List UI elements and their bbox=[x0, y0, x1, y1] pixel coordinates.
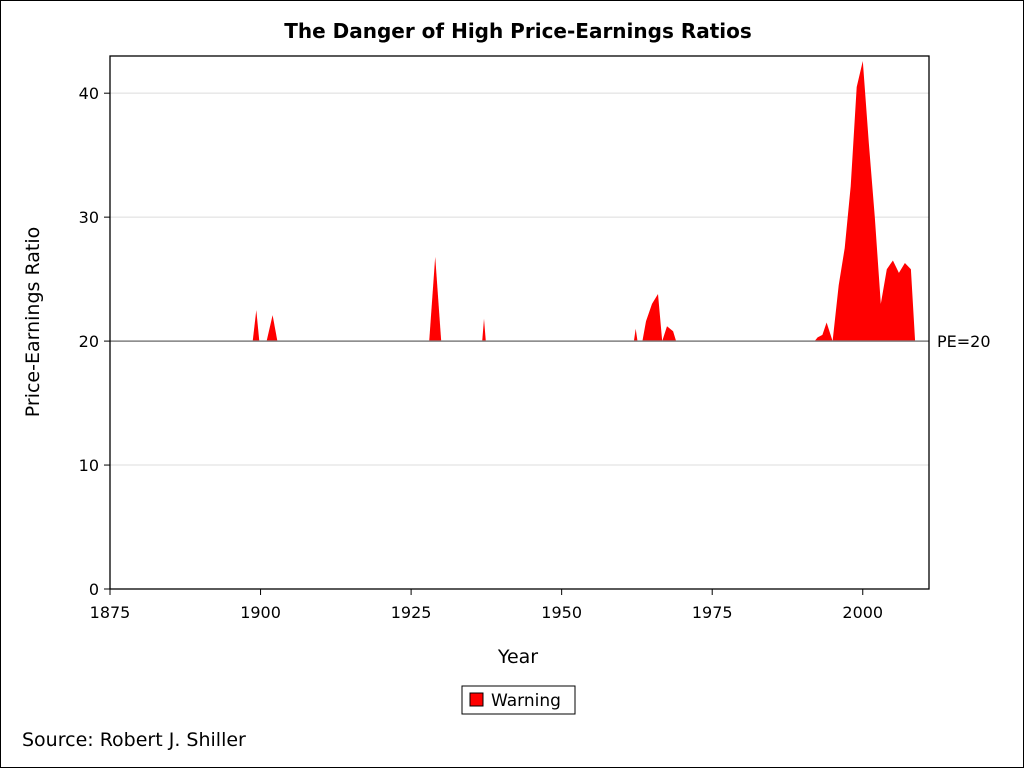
warning-area-segment bbox=[814, 61, 916, 342]
y-tick-label: 40 bbox=[79, 84, 99, 103]
legend: Warning bbox=[461, 685, 576, 715]
chart-title: The Danger of High Price-Earnings Ratios bbox=[284, 19, 752, 43]
warning-area-segment bbox=[266, 315, 278, 342]
y-tick-label: 10 bbox=[79, 456, 99, 475]
x-tick-label: 1925 bbox=[391, 603, 432, 622]
y-tick-label: 20 bbox=[79, 332, 99, 351]
y-axis-label: Price-Earnings Ratio bbox=[22, 227, 44, 417]
x-axis-label: Year bbox=[497, 646, 538, 668]
x-tick-label: 1875 bbox=[90, 603, 131, 622]
x-tick-label: 2000 bbox=[842, 603, 883, 622]
area-layer bbox=[252, 61, 916, 342]
y-tick-label: 0 bbox=[89, 580, 99, 599]
reference-line-group: PE=20 bbox=[110, 332, 991, 351]
grid-layer bbox=[110, 92, 929, 466]
y-axis: 0 10 20 30 40 bbox=[79, 84, 110, 599]
x-tick-label: 1900 bbox=[240, 603, 281, 622]
warning-area-segment bbox=[482, 318, 486, 342]
y-tick-label: 30 bbox=[79, 208, 99, 227]
warning-area-segment bbox=[633, 328, 638, 342]
reference-line-label: PE=20 bbox=[937, 332, 991, 351]
x-tick-label: 1950 bbox=[541, 603, 582, 622]
warning-area-segment bbox=[429, 256, 442, 342]
source-note: Source: Robert J. Shiller bbox=[22, 729, 246, 751]
plot-area bbox=[109, 55, 930, 590]
x-tick-label: 1975 bbox=[692, 603, 733, 622]
legend-label-warning: Warning bbox=[491, 691, 561, 711]
warning-area-segment bbox=[252, 310, 260, 342]
x-axis: 1875 1900 1925 1950 1975 2000 bbox=[90, 589, 883, 622]
warning-area-segment bbox=[642, 294, 677, 342]
legend-swatch-warning bbox=[469, 692, 484, 707]
